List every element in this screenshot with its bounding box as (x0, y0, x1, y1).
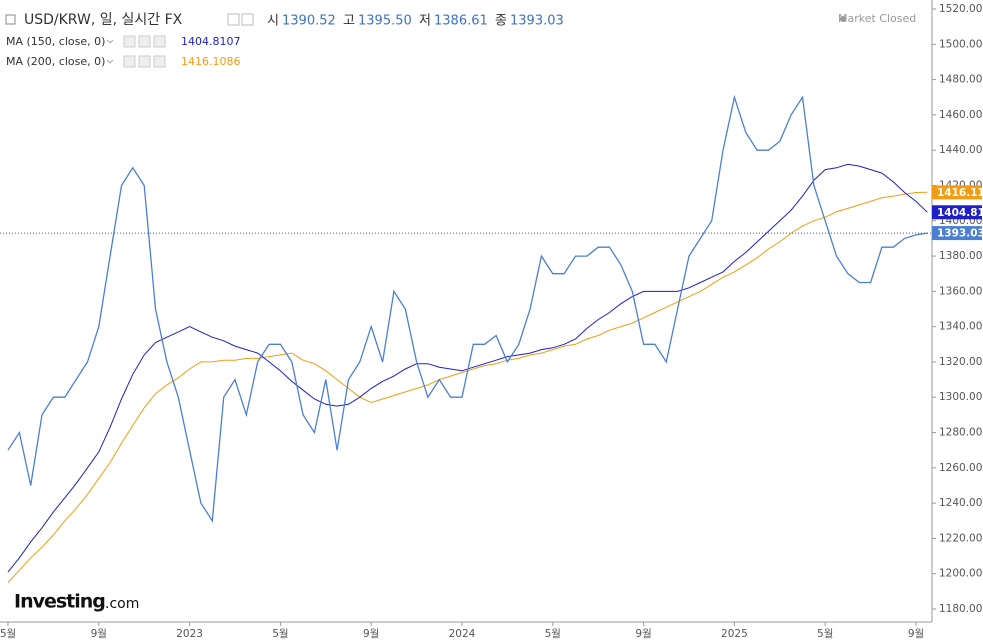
ohlc-value: 1395.50 (358, 14, 412, 29)
y-tick-label: 1320.00 (939, 356, 982, 368)
series-line (7, 94, 928, 523)
value-badge-label: 1404.81 (937, 207, 983, 219)
x-tick-label: 5월 (545, 628, 561, 640)
legend-value: 1416.1086 (181, 55, 241, 68)
y-tick-label: 1300.00 (939, 391, 982, 403)
ohlc-label: 시 (267, 14, 279, 29)
logo-suffix: .com (105, 596, 139, 612)
icon[interactable] (227, 13, 240, 26)
y-tick-label: 1220.00 (939, 532, 982, 544)
value-badge (932, 185, 982, 200)
icon[interactable] (138, 35, 151, 48)
y-tick-label: 1360.00 (939, 285, 982, 297)
y-tick-label: 1500.00 (939, 38, 982, 50)
y-tick-label: 1460.00 (939, 109, 982, 121)
y-tick-label: 1180.00 (939, 603, 982, 615)
value-badge-label: 1416.11 (937, 187, 983, 199)
ohlc-label: 종 (495, 14, 507, 29)
chart-title: USD/KRW, 일, 실시간 FX (24, 12, 183, 28)
y-tick-label: 1200.00 (939, 568, 982, 580)
icon[interactable] (123, 55, 136, 68)
ohlc-value: 1386.61 (434, 14, 488, 29)
y-tick-label: 1480.00 (939, 74, 982, 86)
y-tick-label: 1340.00 (939, 321, 982, 333)
y-tick-label: 1520.00 (939, 3, 982, 15)
collapse-icon[interactable] (5, 14, 16, 25)
x-tick-label: 9월 (91, 628, 107, 640)
x-tick-label: 2023 (176, 628, 203, 640)
y-tick-label: 1440.00 (939, 144, 982, 156)
icon[interactable] (123, 35, 136, 48)
status-dot (840, 16, 846, 22)
ohlc-value: 1393.03 (510, 14, 564, 29)
value-badge-label: 1393.03 (937, 228, 983, 240)
x-tick-label: 2024 (449, 628, 476, 640)
legend-value: 1404.8107 (181, 35, 241, 48)
value-badge (932, 226, 982, 241)
y-tick-label: 1280.00 (939, 427, 982, 439)
ohlc-label: 고 (343, 14, 355, 29)
x-tick-label: 9월 (635, 628, 651, 640)
x-tick-label: 9월 (363, 628, 379, 640)
x-tick-label: 5월 (817, 628, 833, 640)
value-badge (932, 205, 982, 220)
status: Market Closed (838, 12, 916, 25)
y-tick-label: 1240.00 (939, 497, 982, 509)
x-tick-label: 9월 (908, 628, 924, 640)
legend-name: MA (150, close, 0) (6, 35, 105, 48)
legend-name: MA (200, close, 0) (6, 55, 105, 68)
x-tick-label: 2025 (721, 628, 748, 640)
legend-caret (106, 39, 114, 44)
y-tick-label: 1260.00 (939, 462, 982, 474)
icon[interactable] (138, 55, 151, 68)
ohlc-value: 1390.52 (282, 14, 336, 29)
legend-caret (106, 59, 114, 64)
logo: Investing (14, 591, 105, 613)
x-tick-label: 5월 (272, 628, 288, 640)
x-tick-label: 5월 (0, 628, 16, 640)
icon[interactable] (241, 13, 254, 26)
icon[interactable] (153, 35, 166, 48)
ohlc-label: 저 (419, 14, 431, 29)
icon[interactable] (153, 55, 166, 68)
y-tick-label: 1380.00 (939, 250, 982, 262)
